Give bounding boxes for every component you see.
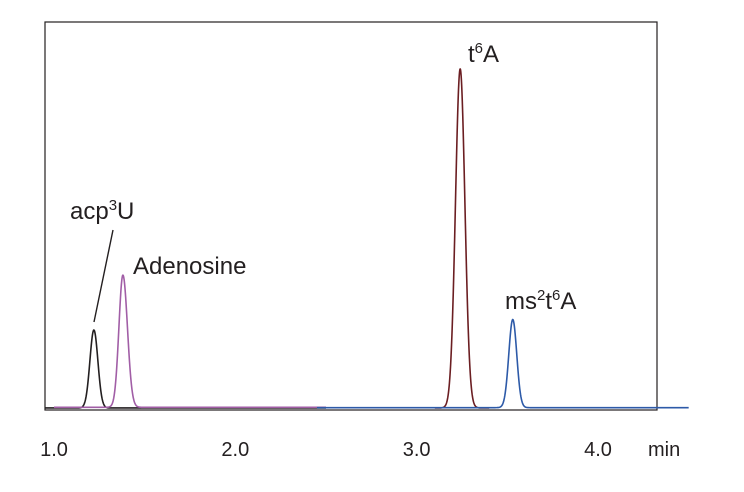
label-adenosine: Adenosine (133, 253, 246, 280)
series-layer (44, 68, 690, 409)
x-tick-label: 1.0 (40, 439, 68, 461)
x-axis-label: min (648, 439, 680, 461)
x-axis-ticks: 1.0 2.0 3.0 4.0 (40, 439, 612, 461)
acp3u-leader-line (93, 229, 114, 323)
x-tick-label: 3.0 (403, 439, 431, 461)
series-line-adenosine (53, 274, 327, 409)
plot-frame (44, 21, 658, 411)
label-t6a: t6A (468, 40, 499, 68)
x-tick-label: 4.0 (584, 439, 612, 461)
series-line-ms2t6a (316, 318, 690, 409)
label-acp3u: acp3U (70, 197, 134, 225)
series-line-acp3u (44, 329, 327, 409)
label-ms2t6a: ms2t6A (505, 287, 576, 315)
series-line-t6a (434, 68, 490, 409)
x-tick-label: 2.0 (221, 439, 249, 461)
